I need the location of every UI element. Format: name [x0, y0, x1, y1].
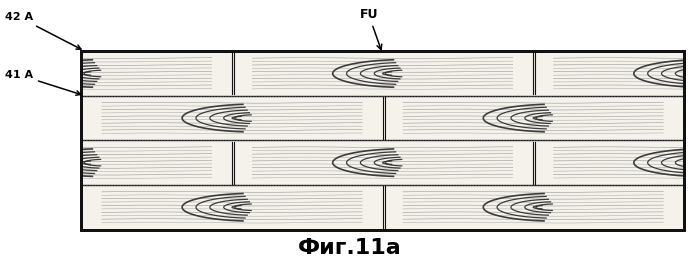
- Bar: [82, 51, 684, 229]
- Bar: [82, 140, 232, 185]
- Bar: [1, 229, 698, 264]
- Bar: [382, 96, 684, 140]
- Bar: [1, 1, 82, 264]
- Text: 41 A: 41 A: [5, 70, 80, 95]
- Bar: [684, 1, 698, 264]
- Bar: [82, 51, 232, 96]
- Bar: [533, 51, 684, 96]
- Bar: [82, 96, 382, 140]
- Bar: [232, 140, 533, 185]
- Bar: [382, 185, 684, 229]
- Bar: [82, 185, 382, 229]
- Bar: [82, 51, 684, 229]
- Bar: [232, 51, 533, 96]
- Bar: [533, 140, 684, 185]
- Text: FU: FU: [359, 8, 382, 50]
- Text: 42 A: 42 A: [5, 12, 81, 49]
- Bar: [1, 1, 698, 51]
- Text: Фиг.11a: Фиг.11a: [298, 238, 401, 258]
